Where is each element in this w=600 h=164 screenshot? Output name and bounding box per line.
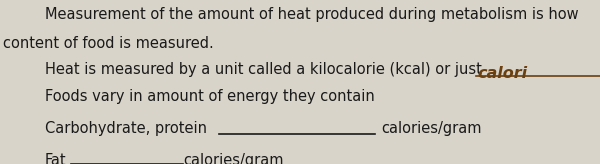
- Text: content of food is measured.: content of food is measured.: [3, 36, 214, 51]
- Text: Measurement of the amount of heat produced during metabolism is how: Measurement of the amount of heat produc…: [45, 7, 578, 21]
- Text: calories/gram: calories/gram: [183, 153, 284, 164]
- Text: calories/gram: calories/gram: [381, 121, 482, 136]
- Text: Fat: Fat: [45, 153, 67, 164]
- Text: Heat is measured by a unit called a kilocalorie (kcal) or just: Heat is measured by a unit called a kilo…: [45, 62, 487, 77]
- Text: Carbohydrate, protein: Carbohydrate, protein: [45, 121, 207, 136]
- Text: calori: calori: [477, 66, 527, 81]
- Text: Foods vary in amount of energy they contain: Foods vary in amount of energy they cont…: [45, 89, 375, 103]
